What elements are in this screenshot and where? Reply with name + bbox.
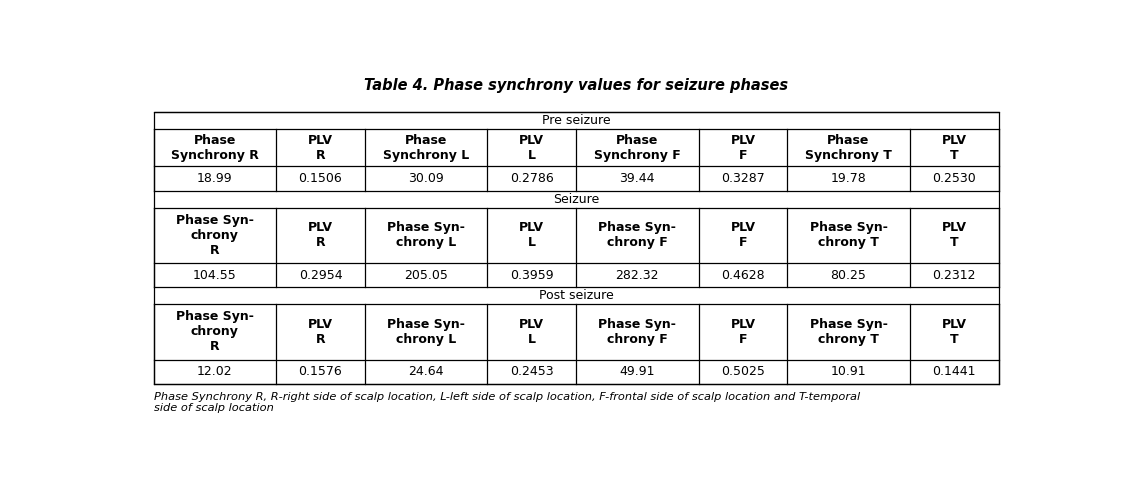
Text: Table 4. Phase synchrony values for seizure phases: Table 4. Phase synchrony values for seiz… [364, 78, 788, 93]
Text: PLV
R: PLV R [308, 318, 333, 346]
Text: PLV
L: PLV L [519, 318, 544, 346]
Text: 0.1441: 0.1441 [933, 365, 976, 379]
Text: PLV
R: PLV R [308, 221, 333, 249]
Text: PLV
T: PLV T [942, 221, 967, 249]
Text: 19.78: 19.78 [831, 172, 867, 185]
Text: Phase
Synchrony F: Phase Synchrony F [593, 134, 681, 162]
Text: 0.2786: 0.2786 [510, 172, 553, 185]
Text: Phase Synchrony R, R-right side of scalp location, L-left side of scalp location: Phase Synchrony R, R-right side of scalp… [154, 392, 860, 413]
Text: 0.3959: 0.3959 [510, 269, 553, 282]
Text: 39.44: 39.44 [619, 172, 655, 185]
Text: 205.05: 205.05 [405, 269, 448, 282]
Text: 30.09: 30.09 [408, 172, 444, 185]
Text: PLV
L: PLV L [519, 134, 544, 162]
Text: 282.32: 282.32 [616, 269, 659, 282]
Text: PLV
F: PLV F [731, 134, 755, 162]
Text: Phase Syn-
chrony L: Phase Syn- chrony L [387, 318, 465, 346]
Text: Phase Syn-
chrony F: Phase Syn- chrony F [598, 221, 677, 249]
Text: 0.2312: 0.2312 [933, 269, 976, 282]
Text: PLV
T: PLV T [942, 318, 967, 346]
Text: PLV
L: PLV L [519, 221, 544, 249]
Text: Phase Syn-
chrony L: Phase Syn- chrony L [387, 221, 465, 249]
Text: 18.99: 18.99 [197, 172, 233, 185]
Text: 0.1506: 0.1506 [299, 172, 343, 185]
Text: 0.2954: 0.2954 [299, 269, 343, 282]
Text: 24.64: 24.64 [408, 365, 444, 379]
Bar [154, 112, 998, 384]
Text: 80.25: 80.25 [831, 269, 867, 282]
Text: PLV
R: PLV R [308, 134, 333, 162]
Text: PLV
F: PLV F [731, 221, 755, 249]
Text: Seizure: Seizure [553, 192, 599, 206]
Text: 49.91: 49.91 [619, 365, 655, 379]
Text: Phase
Synchrony L: Phase Synchrony L [383, 134, 469, 162]
Text: Phase
Synchrony T: Phase Synchrony T [805, 134, 892, 162]
Text: Post seizure: Post seizure [538, 289, 614, 302]
Text: 104.55: 104.55 [193, 269, 237, 282]
Text: 12.02: 12.02 [197, 365, 233, 379]
Text: 10.91: 10.91 [831, 365, 867, 379]
Text: Phase Syn-
chrony
R: Phase Syn- chrony R [175, 310, 254, 354]
Text: PLV
F: PLV F [731, 318, 755, 346]
Text: Phase Syn-
chrony T: Phase Syn- chrony T [809, 318, 888, 346]
Text: Pre seizure: Pre seizure [542, 114, 610, 127]
Text: 0.3287: 0.3287 [722, 172, 764, 185]
Text: 0.2453: 0.2453 [510, 365, 553, 379]
Text: 0.1576: 0.1576 [299, 365, 343, 379]
Text: Phase Syn-
chrony
R: Phase Syn- chrony R [175, 214, 254, 257]
Text: 0.5025: 0.5025 [720, 365, 764, 379]
Text: Phase Syn-
chrony F: Phase Syn- chrony F [598, 318, 677, 346]
Text: 0.2530: 0.2530 [932, 172, 976, 185]
Text: 0.4628: 0.4628 [722, 269, 764, 282]
Text: Phase
Synchrony R: Phase Synchrony R [171, 134, 259, 162]
Text: PLV
T: PLV T [942, 134, 967, 162]
Text: Phase Syn-
chrony T: Phase Syn- chrony T [809, 221, 888, 249]
